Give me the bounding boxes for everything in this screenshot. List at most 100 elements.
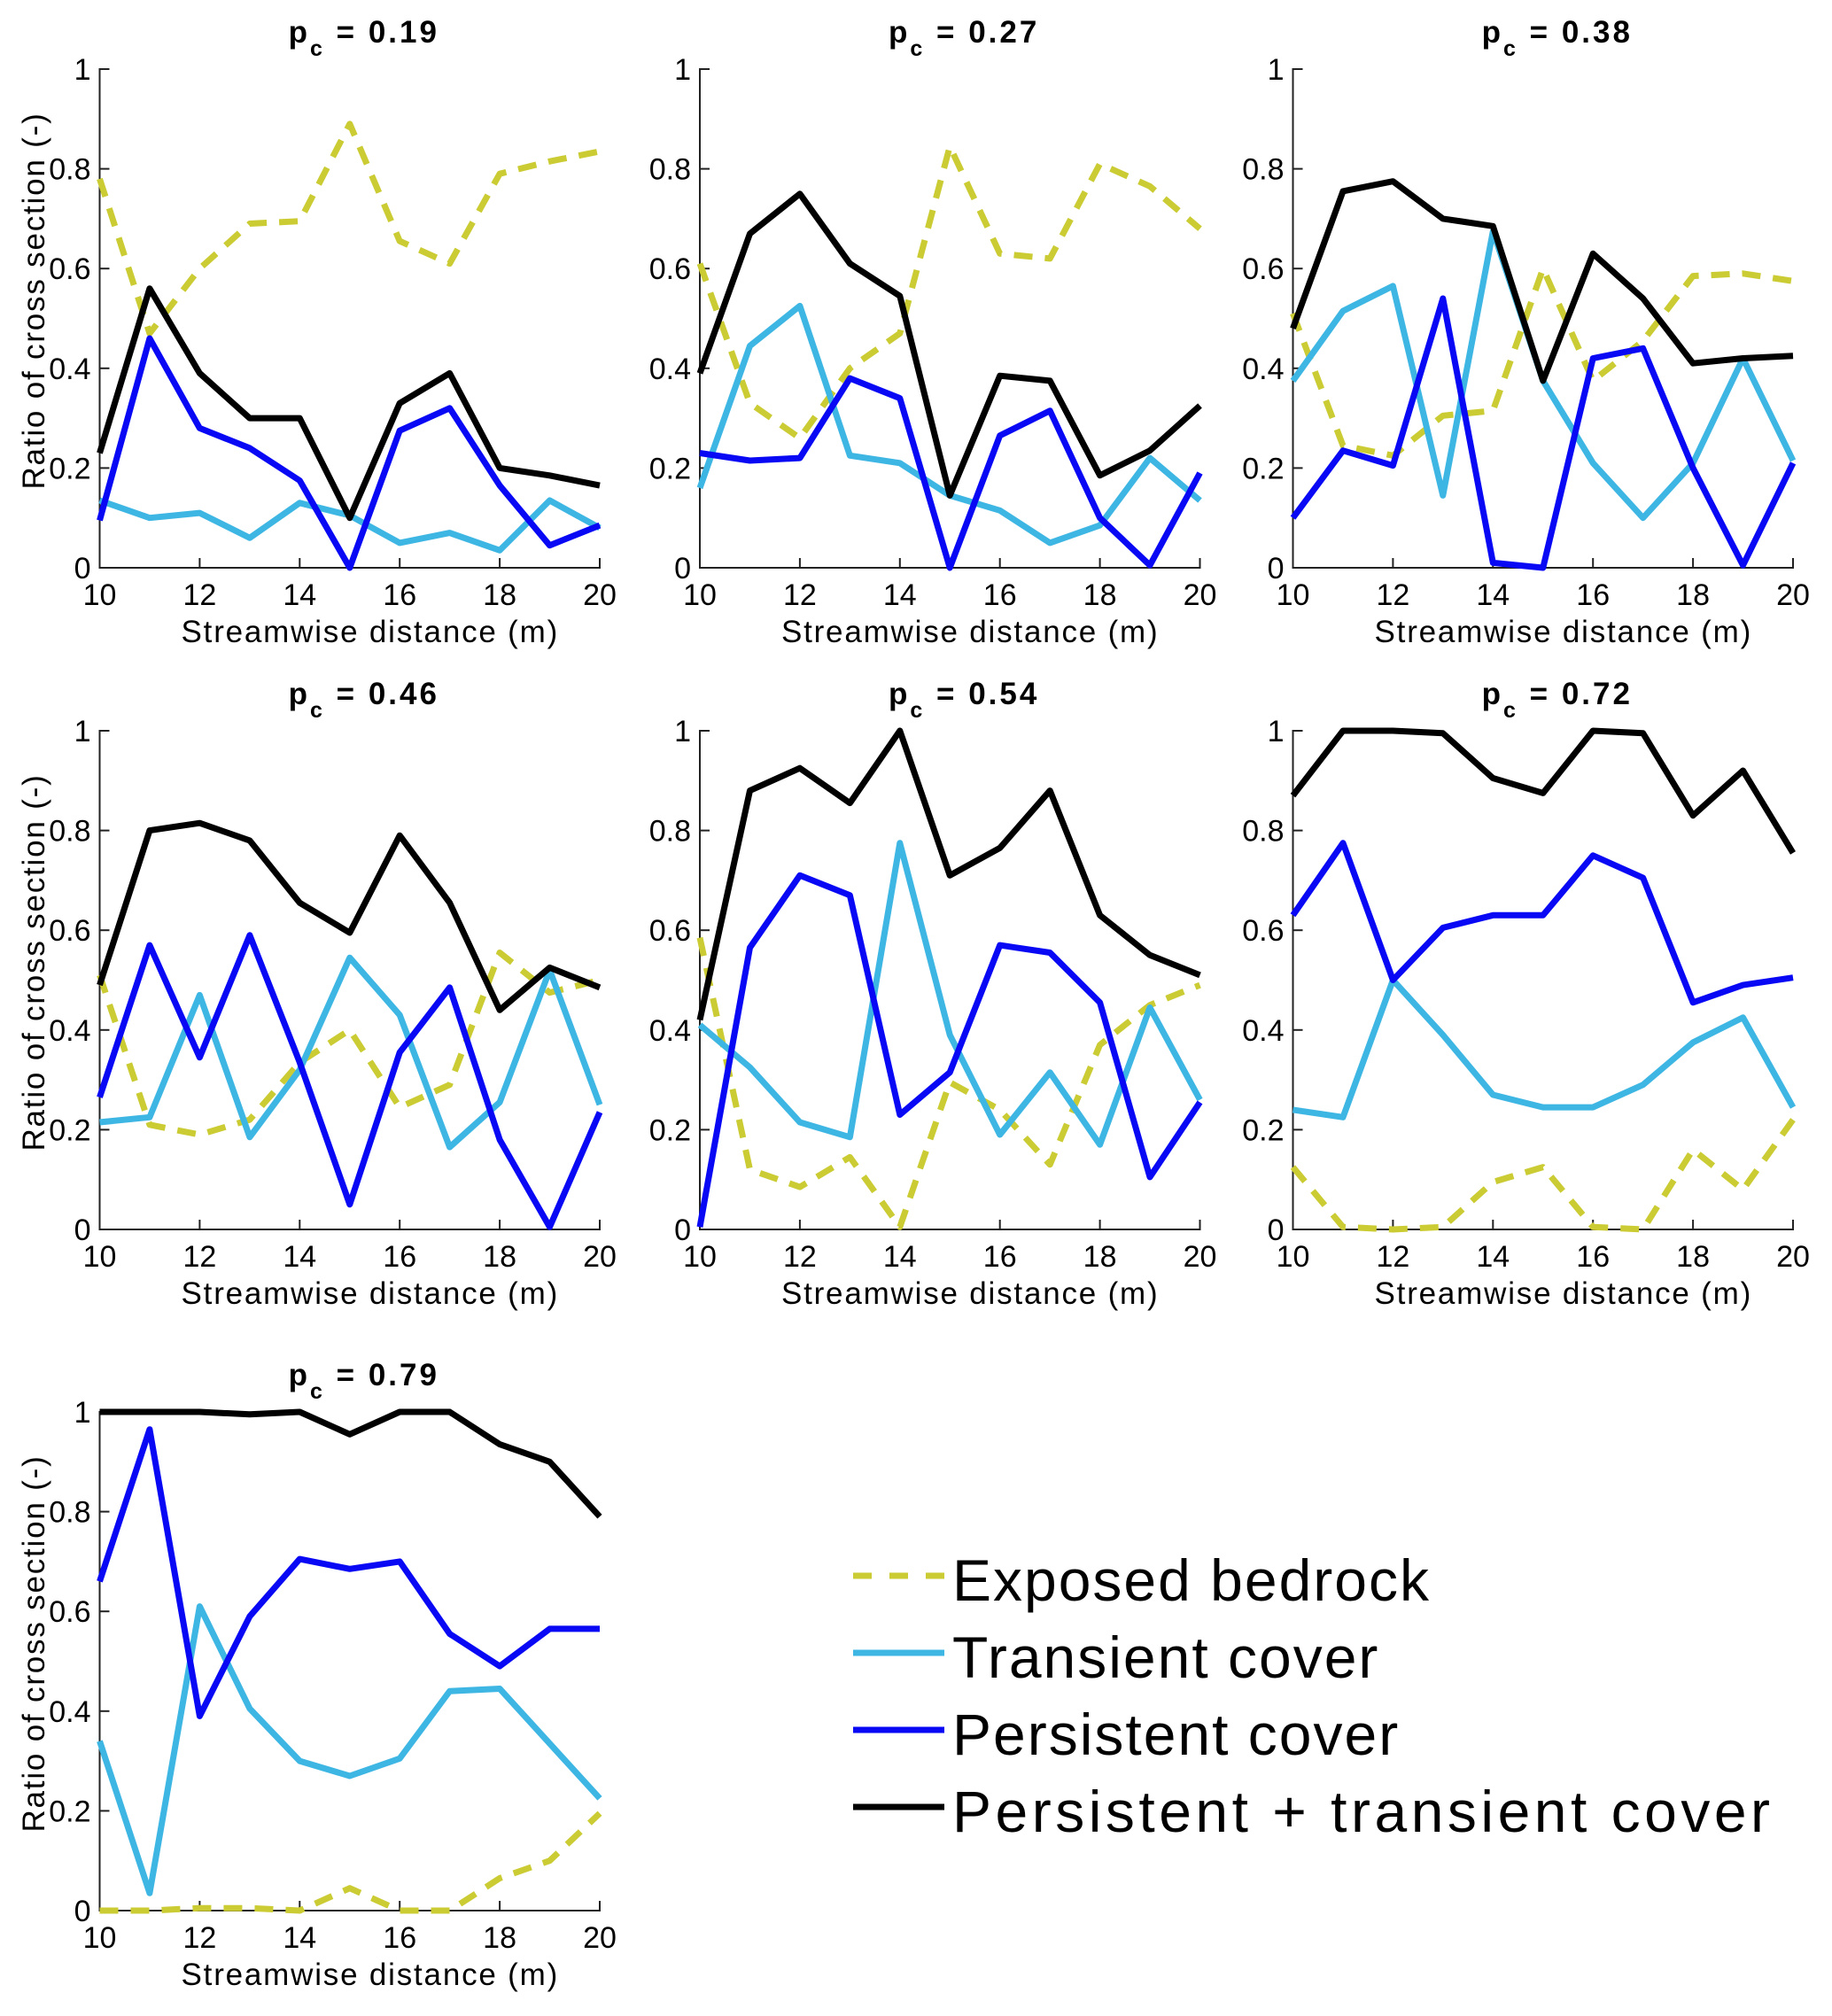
svg-text:Streamwise distance (m): Streamwise distance (m) bbox=[182, 615, 560, 649]
svg-text:0.6: 0.6 bbox=[649, 914, 691, 948]
svg-text:20: 20 bbox=[583, 578, 617, 612]
svg-text:20: 20 bbox=[1184, 578, 1217, 612]
svg-text:10: 10 bbox=[1277, 578, 1310, 612]
svg-text:0.6: 0.6 bbox=[1242, 914, 1284, 948]
svg-text:18: 18 bbox=[1083, 578, 1117, 612]
svg-text:pc = 0.72: pc = 0.72 bbox=[1482, 677, 1633, 723]
svg-text:0.2: 0.2 bbox=[49, 1795, 90, 1828]
svg-text:1: 1 bbox=[1268, 53, 1285, 87]
svg-text:0: 0 bbox=[74, 1213, 91, 1247]
svg-text:10: 10 bbox=[683, 578, 717, 612]
svg-text:0: 0 bbox=[1268, 1213, 1285, 1247]
svg-text:0.4: 0.4 bbox=[649, 1014, 691, 1048]
svg-text:0.2: 0.2 bbox=[1242, 452, 1284, 485]
svg-text:14: 14 bbox=[283, 578, 316, 612]
svg-text:Streamwise distance (m): Streamwise distance (m) bbox=[182, 1276, 560, 1311]
svg-text:pc = 0.19: pc = 0.19 bbox=[289, 15, 439, 61]
svg-text:20: 20 bbox=[1776, 1240, 1810, 1274]
svg-text:18: 18 bbox=[483, 1240, 516, 1274]
svg-text:0: 0 bbox=[674, 1213, 691, 1247]
svg-text:Ratio of cross section (-): Ratio of cross section (-) bbox=[17, 112, 51, 489]
svg-text:0.8: 0.8 bbox=[49, 1496, 90, 1530]
svg-text:pc = 0.54: pc = 0.54 bbox=[889, 677, 1039, 723]
svg-text:1: 1 bbox=[74, 715, 91, 748]
svg-text:0: 0 bbox=[674, 552, 691, 585]
svg-text:18: 18 bbox=[1676, 578, 1710, 612]
svg-text:20: 20 bbox=[1776, 578, 1810, 612]
svg-text:18: 18 bbox=[1083, 1240, 1117, 1274]
svg-text:1: 1 bbox=[74, 53, 91, 87]
svg-text:14: 14 bbox=[883, 1240, 917, 1274]
svg-text:16: 16 bbox=[983, 578, 1017, 612]
svg-text:20: 20 bbox=[583, 1240, 617, 1274]
svg-text:Ratio of cross section (-): Ratio of cross section (-) bbox=[17, 1454, 51, 1832]
svg-text:1: 1 bbox=[1268, 715, 1285, 748]
svg-text:0.2: 0.2 bbox=[49, 1113, 90, 1147]
svg-text:10: 10 bbox=[1277, 1240, 1310, 1274]
svg-text:14: 14 bbox=[283, 1240, 316, 1274]
svg-text:0.8: 0.8 bbox=[49, 153, 90, 187]
svg-text:0.2: 0.2 bbox=[1242, 1113, 1284, 1147]
svg-text:18: 18 bbox=[483, 1921, 516, 1955]
svg-text:Transient cover: Transient cover bbox=[952, 1624, 1379, 1690]
svg-text:1: 1 bbox=[674, 53, 691, 87]
svg-text:10: 10 bbox=[83, 1240, 117, 1274]
svg-text:pc = 0.79: pc = 0.79 bbox=[289, 1358, 439, 1404]
svg-text:Streamwise distance (m): Streamwise distance (m) bbox=[1375, 1276, 1753, 1311]
svg-text:16: 16 bbox=[1576, 1240, 1610, 1274]
svg-text:0.6: 0.6 bbox=[49, 1595, 90, 1629]
svg-text:14: 14 bbox=[1476, 1240, 1510, 1274]
svg-text:12: 12 bbox=[182, 1240, 216, 1274]
svg-text:20: 20 bbox=[1184, 1240, 1217, 1274]
svg-text:Streamwise distance (m): Streamwise distance (m) bbox=[781, 1276, 1160, 1311]
svg-text:12: 12 bbox=[182, 1921, 216, 1955]
svg-text:pc = 0.38: pc = 0.38 bbox=[1482, 15, 1633, 61]
svg-text:18: 18 bbox=[483, 578, 516, 612]
svg-text:Persistent + transient cover: Persistent + transient cover bbox=[952, 1779, 1774, 1844]
svg-text:0.8: 0.8 bbox=[1242, 815, 1284, 849]
svg-text:20: 20 bbox=[583, 1921, 617, 1955]
svg-text:12: 12 bbox=[1376, 578, 1409, 612]
svg-text:16: 16 bbox=[383, 1921, 416, 1955]
svg-text:10: 10 bbox=[683, 1240, 717, 1274]
svg-text:0: 0 bbox=[1268, 552, 1285, 585]
svg-text:0.4: 0.4 bbox=[49, 353, 90, 386]
svg-text:Streamwise distance (m): Streamwise distance (m) bbox=[781, 615, 1160, 649]
svg-text:1: 1 bbox=[74, 1396, 91, 1430]
svg-text:0.4: 0.4 bbox=[49, 1695, 90, 1729]
svg-text:14: 14 bbox=[883, 578, 917, 612]
svg-text:16: 16 bbox=[383, 1240, 416, 1274]
svg-text:0.4: 0.4 bbox=[1242, 1014, 1284, 1048]
svg-text:0.6: 0.6 bbox=[49, 914, 90, 948]
svg-text:1: 1 bbox=[674, 715, 691, 748]
svg-text:0.6: 0.6 bbox=[49, 252, 90, 286]
svg-text:0: 0 bbox=[74, 1895, 91, 1928]
svg-text:Exposed bedrock: Exposed bedrock bbox=[952, 1547, 1431, 1613]
svg-text:0.4: 0.4 bbox=[1242, 353, 1284, 386]
svg-text:pc = 0.46: pc = 0.46 bbox=[289, 677, 439, 723]
svg-text:0: 0 bbox=[74, 552, 91, 585]
svg-text:16: 16 bbox=[983, 1240, 1017, 1274]
svg-text:0.8: 0.8 bbox=[649, 815, 691, 849]
svg-text:12: 12 bbox=[1376, 1240, 1409, 1274]
svg-text:16: 16 bbox=[1576, 578, 1610, 612]
svg-text:0.2: 0.2 bbox=[49, 452, 90, 485]
svg-text:0.8: 0.8 bbox=[1242, 153, 1284, 187]
svg-text:10: 10 bbox=[83, 578, 117, 612]
svg-text:0.4: 0.4 bbox=[649, 353, 691, 386]
svg-text:Streamwise distance (m): Streamwise distance (m) bbox=[1375, 615, 1753, 649]
svg-text:0.6: 0.6 bbox=[649, 252, 691, 286]
svg-text:Ratio of cross section (-): Ratio of cross section (-) bbox=[17, 773, 51, 1151]
svg-text:0.4: 0.4 bbox=[49, 1014, 90, 1048]
svg-text:12: 12 bbox=[783, 578, 817, 612]
svg-text:12: 12 bbox=[182, 578, 216, 612]
svg-text:0.2: 0.2 bbox=[649, 1113, 691, 1147]
svg-text:14: 14 bbox=[1476, 578, 1510, 612]
svg-text:Streamwise distance (m): Streamwise distance (m) bbox=[182, 1958, 560, 1992]
svg-text:18: 18 bbox=[1676, 1240, 1710, 1274]
svg-text:0.8: 0.8 bbox=[49, 815, 90, 849]
svg-text:12: 12 bbox=[783, 1240, 817, 1274]
svg-text:pc = 0.27: pc = 0.27 bbox=[889, 15, 1039, 61]
svg-text:Persistent cover: Persistent cover bbox=[952, 1702, 1400, 1767]
svg-text:10: 10 bbox=[83, 1921, 117, 1955]
